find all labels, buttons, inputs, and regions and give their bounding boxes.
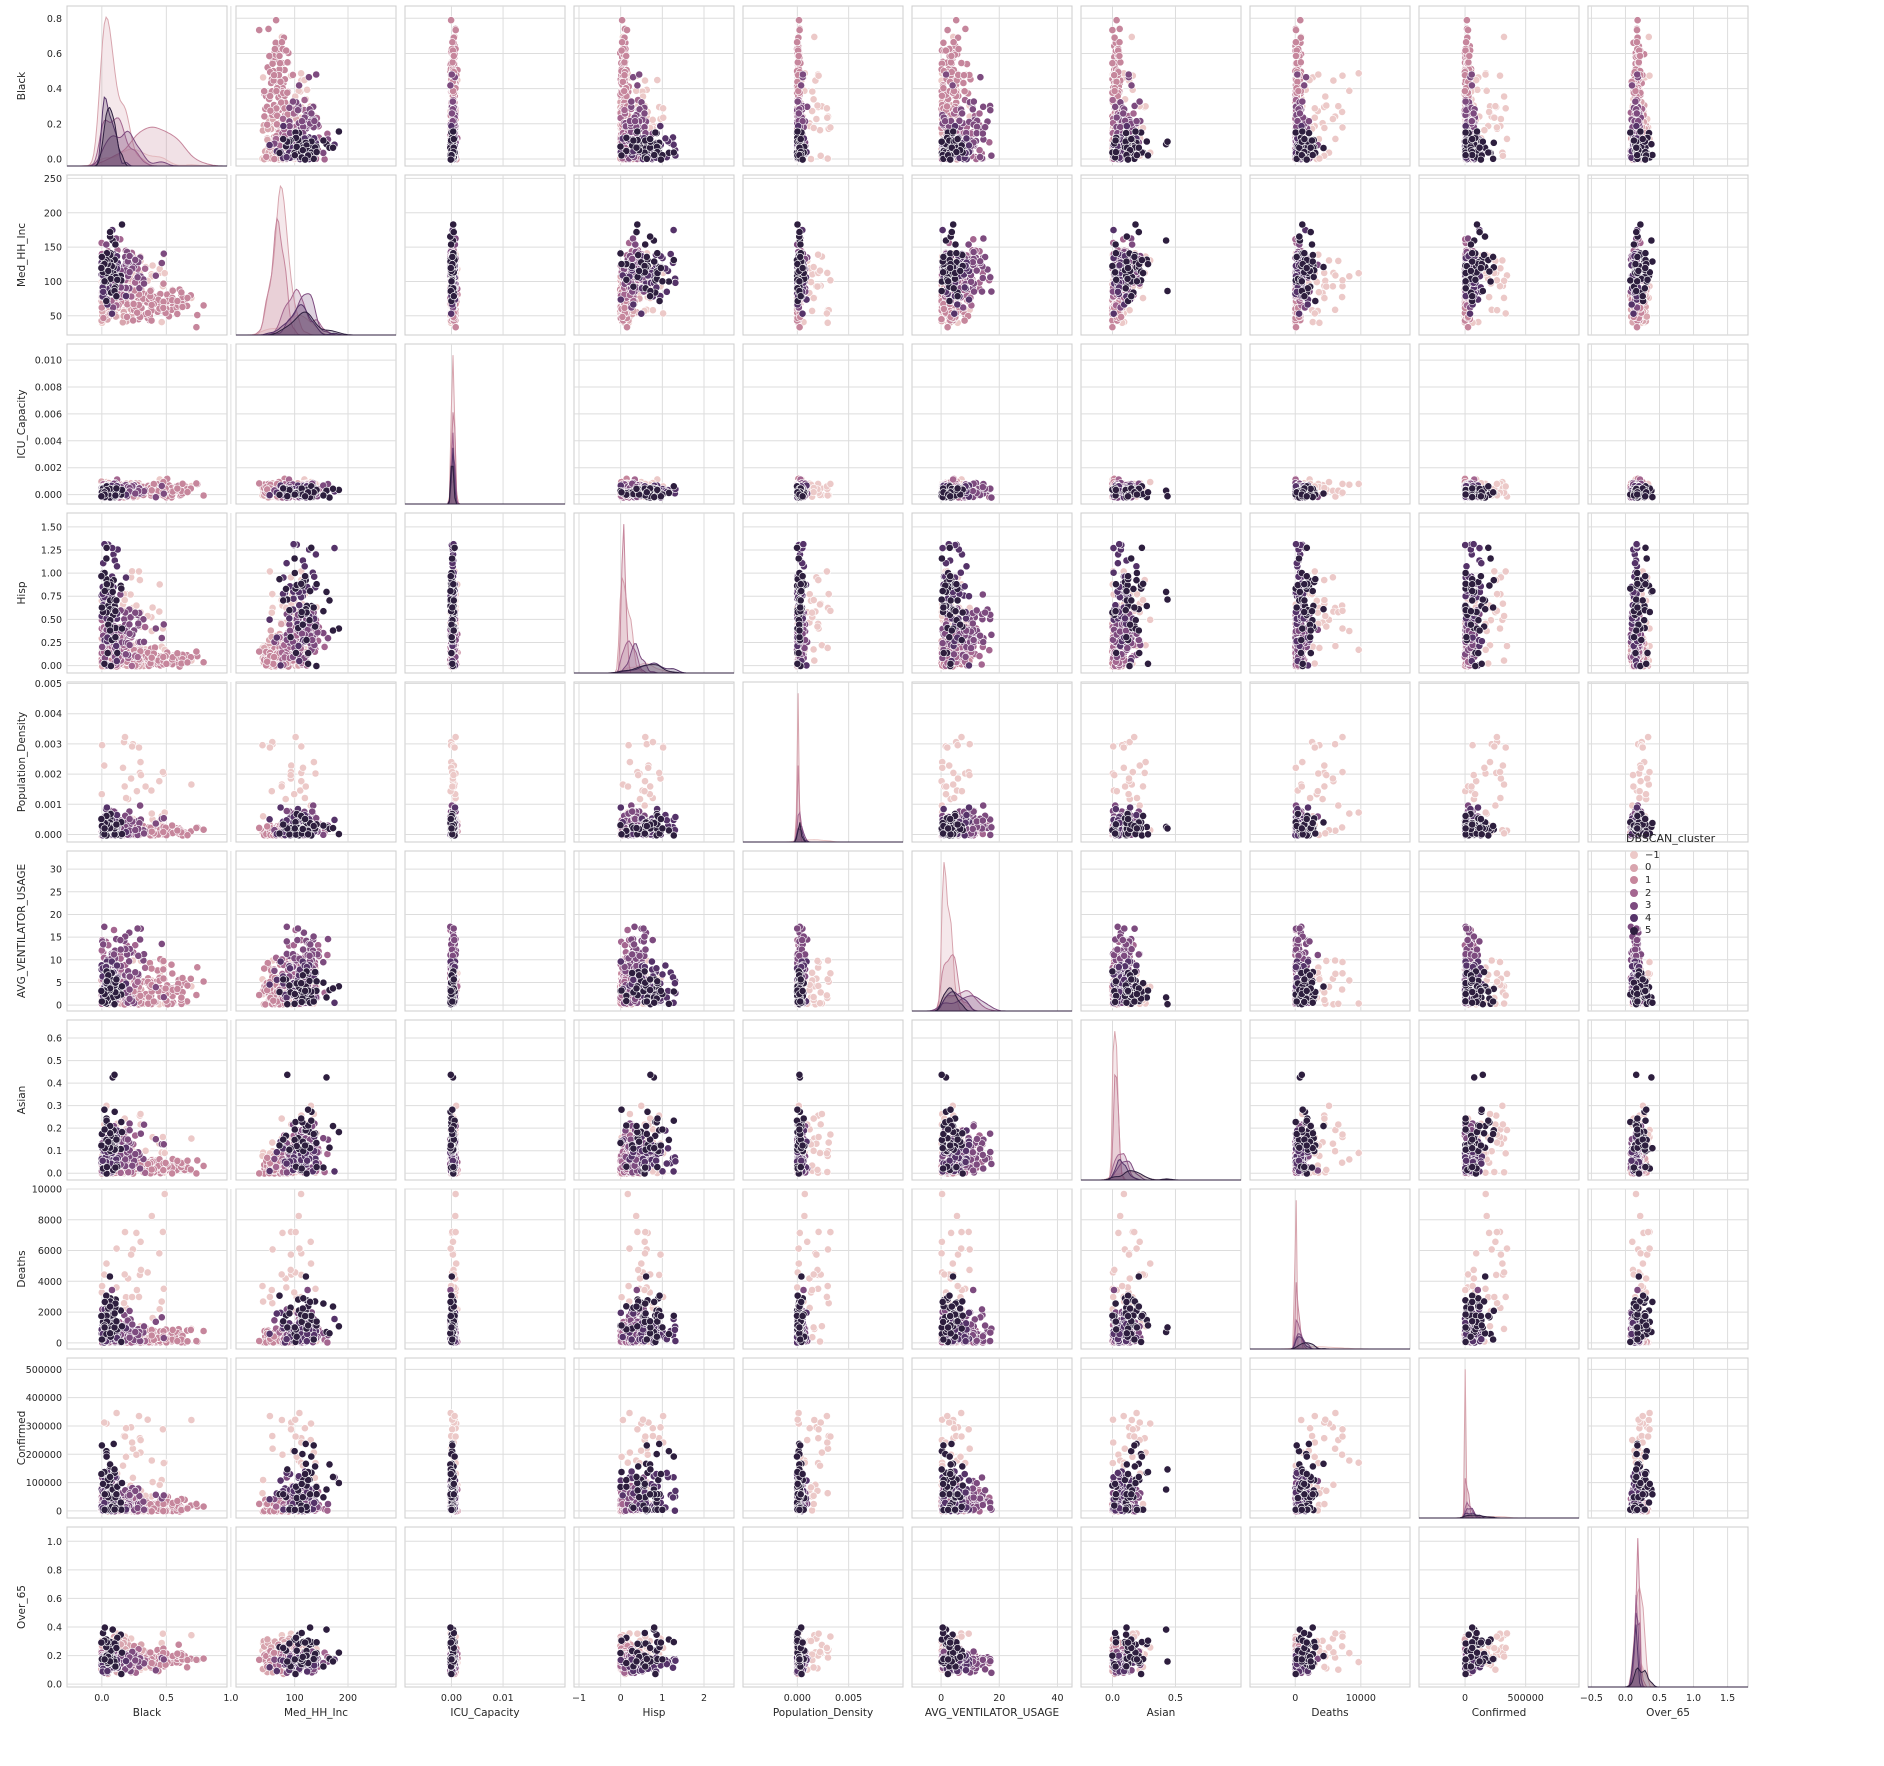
scatter-point bbox=[266, 53, 273, 60]
scatter-point bbox=[296, 82, 303, 89]
scatter-point bbox=[273, 121, 280, 128]
scatter-point bbox=[284, 59, 291, 66]
scatter-point bbox=[277, 60, 284, 67]
scatter-point bbox=[260, 74, 267, 81]
scatter-point bbox=[302, 156, 309, 163]
scatter-point bbox=[291, 152, 298, 159]
scatter-point bbox=[261, 88, 268, 95]
y-tick-label: 0.6 bbox=[47, 49, 62, 60]
scatter-point bbox=[335, 128, 342, 135]
scatter-point bbox=[294, 107, 301, 114]
scatter-point bbox=[313, 71, 320, 78]
scatter-point bbox=[304, 86, 311, 93]
scatter-point bbox=[276, 149, 283, 156]
scatter-point bbox=[271, 45, 278, 52]
scatter-point bbox=[277, 78, 284, 85]
scatter-point bbox=[256, 27, 263, 34]
scatter-point bbox=[264, 121, 271, 128]
scatter-point bbox=[261, 113, 268, 120]
scatter-point bbox=[301, 96, 308, 103]
scatter-point bbox=[298, 118, 305, 125]
scatter-point bbox=[265, 25, 272, 32]
scatter-point bbox=[283, 47, 290, 54]
scatter-point bbox=[280, 136, 287, 143]
scatter-point bbox=[321, 156, 328, 163]
panel-Black-vs-Med_HH_Inc bbox=[236, 6, 396, 166]
scatter-point bbox=[271, 72, 278, 79]
scatter-point bbox=[280, 123, 287, 130]
y-tick-label: 0.2 bbox=[47, 119, 62, 130]
scatter-point bbox=[313, 149, 320, 156]
y-tick-label: 0.8 bbox=[47, 14, 62, 25]
y-tick-label: 0.4 bbox=[47, 84, 62, 95]
scatter-point bbox=[266, 142, 273, 149]
scatter-point bbox=[298, 70, 305, 77]
scatter-point bbox=[267, 93, 274, 100]
scatter-point bbox=[283, 154, 290, 161]
panel-Black-vs-ICU_Capacity bbox=[405, 6, 565, 166]
scatter-point bbox=[289, 71, 296, 78]
scatter-point bbox=[267, 107, 274, 114]
panel-frame bbox=[405, 6, 565, 166]
scatter-point bbox=[308, 110, 315, 117]
scatter-point bbox=[276, 52, 283, 59]
scatter-point bbox=[320, 149, 327, 156]
scatter-point bbox=[329, 144, 336, 151]
scatter-point bbox=[305, 74, 312, 81]
scatter-point bbox=[278, 39, 285, 46]
scatter-point bbox=[273, 87, 280, 94]
scatter-point bbox=[320, 137, 327, 144]
scatter-point bbox=[263, 153, 270, 160]
scatter-point bbox=[311, 118, 318, 125]
scatter-point bbox=[269, 60, 276, 67]
scatter-point bbox=[273, 17, 280, 24]
scatter-point bbox=[271, 155, 278, 162]
scatter-point bbox=[284, 89, 291, 96]
scatter-point bbox=[289, 98, 296, 105]
panel-Black-vs-Black: 0.0 0.2 0.4 0.6 0.8 Black bbox=[16, 6, 231, 166]
y-tick-label: 0.0 bbox=[47, 154, 62, 165]
y-axis-label: Black bbox=[16, 71, 28, 100]
